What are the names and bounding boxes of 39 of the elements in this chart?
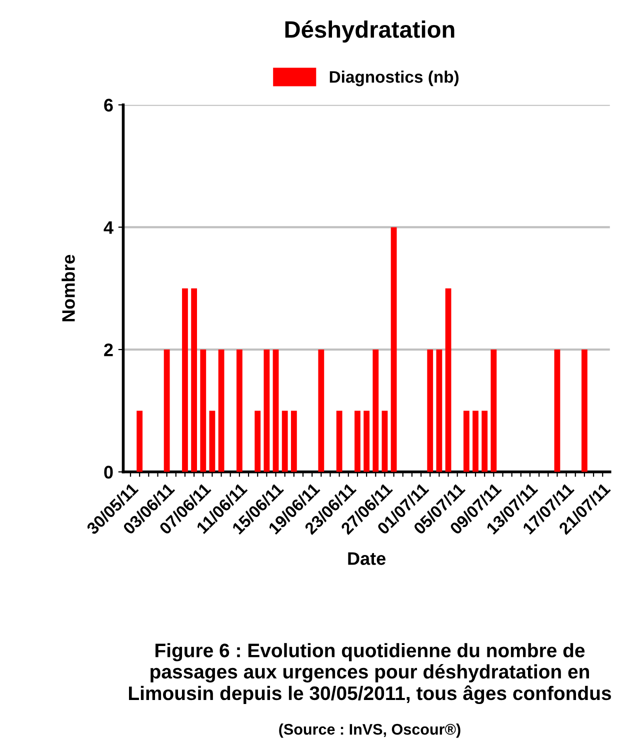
y-axis-title: Nombre <box>62 254 75 322</box>
bar <box>554 350 560 472</box>
bar <box>318 350 324 472</box>
y-tick-label: 6 <box>104 98 113 112</box>
legend-label: Diagnostics (nb) <box>330 70 459 86</box>
bar <box>390 227 397 472</box>
text: (Source : InVS, Oscour®) <box>279 724 460 738</box>
bar <box>290 410 297 472</box>
x-axis-title: Date <box>348 552 386 565</box>
bar <box>445 288 452 472</box>
bar <box>482 410 488 472</box>
bar <box>236 350 242 472</box>
bar <box>463 410 470 472</box>
bar <box>472 410 478 472</box>
bar <box>372 350 379 472</box>
bar <box>200 350 206 472</box>
y-tick-label: 0 <box>104 466 113 479</box>
chart-title: Déshydratation <box>285 20 454 43</box>
bar <box>218 350 224 472</box>
bar <box>364 410 370 472</box>
bar <box>490 350 497 472</box>
bar <box>272 350 279 472</box>
bar <box>209 410 216 472</box>
bar <box>427 350 434 472</box>
y-tick-label: 2 <box>104 343 113 356</box>
bar <box>182 288 188 472</box>
bar <box>282 410 288 472</box>
bar <box>191 288 198 472</box>
bar <box>254 410 261 472</box>
bar <box>136 410 143 472</box>
y-tick-label: 4 <box>104 221 114 234</box>
bar <box>354 410 360 472</box>
bar <box>264 350 270 472</box>
bar <box>382 410 388 472</box>
caption: Figure 6 : Evolution quotidienne du nombre de passages aux urgences pour déshydratation en Limousin depuis le 30/05/2011, tous âges confondus <box>128 643 611 704</box>
bar <box>582 350 588 472</box>
bar <box>164 350 170 472</box>
bar <box>336 410 342 472</box>
bar <box>436 350 442 472</box>
